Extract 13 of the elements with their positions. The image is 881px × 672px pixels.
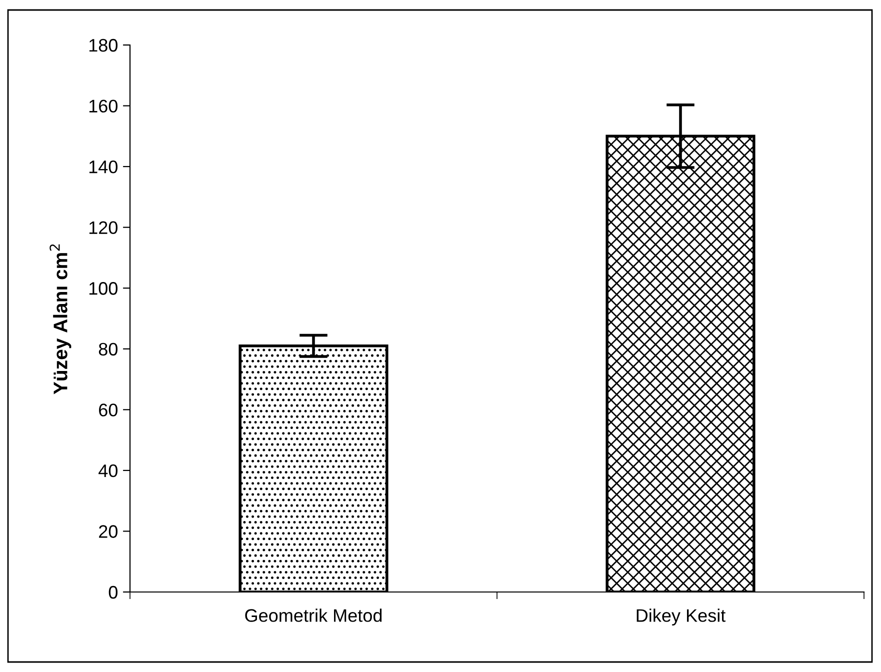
y-tick-label: 100	[89, 282, 118, 295]
y-tick-label: 20	[99, 525, 118, 538]
y-tick-label: 180	[89, 38, 118, 52]
x-tick-label: Geometrik Metod	[245, 608, 382, 622]
y-axis-title: Yüzey Alanı cm$^{2}$	[50, 244, 72, 394]
y-tick-label: 140	[89, 160, 118, 174]
x-tick-label: Dikey Kesit	[636, 608, 726, 626]
y-tick-label: 160	[89, 100, 118, 112]
y-tick-label: 120	[89, 221, 118, 234]
y-tick-label: 80	[98, 342, 118, 356]
y-tick-label: 40	[98, 464, 118, 478]
y-tick-label: 60	[99, 404, 118, 416]
y-tick-label: 0	[108, 586, 118, 599]
